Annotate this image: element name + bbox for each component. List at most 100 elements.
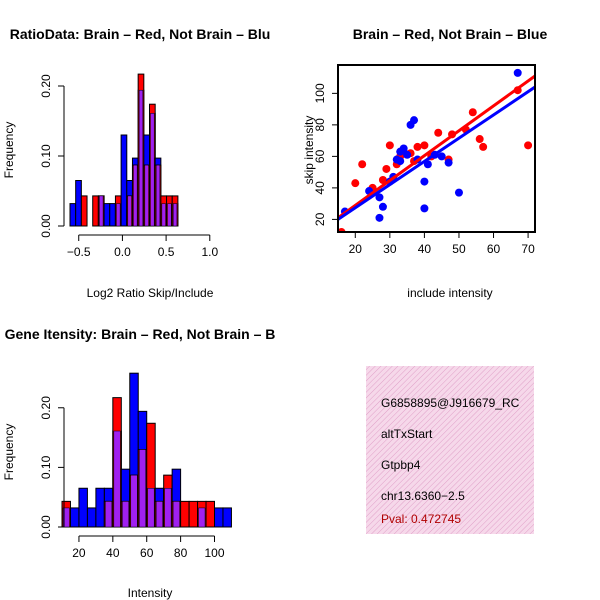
- ratio-hist-bar-brain: [80, 195, 88, 227]
- scatter-plot-xlabel: include intensity: [407, 286, 492, 300]
- scatter-point-brain: [378, 176, 387, 185]
- intensity-histogram-title: Gene Itensity: Brain – Red, Not Brain – …: [5, 326, 276, 342]
- ratio-histogram-axes: −0.5 0.0 0.5 1.0 0.00 0.10 0.20: [39, 74, 218, 259]
- ratio-hist-bar-notbrain: [103, 203, 111, 227]
- scatter-y-tick-label: 80: [313, 118, 327, 132]
- scatter-x-tick-label: 30: [383, 242, 397, 256]
- scatter-point-brain: [475, 135, 484, 144]
- scatter-y-tick-label: 40: [313, 181, 327, 195]
- scatter-point-notbrain: [513, 68, 522, 77]
- intensity-histogram-axes: 20 40 60 80 100 0.00 0.10 0.20: [39, 396, 225, 560]
- intensity-hist-x-tick-label: 100: [204, 546, 224, 560]
- intensity-histogram-ylabel: Frequency: [2, 424, 16, 481]
- scatter-point-brain: [479, 142, 488, 151]
- scatter-point-brain: [351, 179, 360, 188]
- intensity-histogram-bars: [61, 372, 232, 528]
- scatter-point-notbrain: [399, 144, 408, 153]
- scatter-point-notbrain: [454, 188, 463, 197]
- intensity-hist-x-tick-label: 40: [106, 546, 120, 560]
- scatter-point-notbrain: [423, 160, 432, 169]
- ratio-hist-x-tick-label: −0.5: [67, 245, 91, 259]
- scatter-plot-frame: [337, 64, 536, 233]
- intensity-hist-bar-brain: [188, 500, 199, 528]
- intensity-hist-bar-notbrain: [69, 507, 80, 528]
- scatter-plot-ylabel: skip intensity: [302, 116, 316, 185]
- intensity-hist-bar-notbrain: [214, 507, 224, 528]
- ratio-hist-bar-notbrain: [75, 180, 82, 227]
- ratio-hist-bar-overlap: [155, 164, 161, 227]
- intensity-hist-bar-brain: [180, 500, 190, 528]
- ratio-hist-bar-overlap: [116, 203, 121, 227]
- intensity-hist-bar-brain: [205, 500, 215, 528]
- intensity-hist-bar-overlap: [62, 507, 70, 528]
- scatter-y-tick-label: 100: [313, 83, 327, 103]
- scatter-point-notbrain: [420, 204, 429, 213]
- scatter-point-brain: [358, 160, 367, 169]
- ratio-hist-bar-overlap: [138, 89, 144, 227]
- scatter-point-notbrain: [375, 213, 384, 222]
- scatter-point-notbrain: [403, 150, 412, 159]
- intensity-hist-y-tick-label: 0.20: [39, 396, 53, 420]
- scatter-x-tick-label: 20: [349, 242, 363, 256]
- ratio-hist-bar-overlap: [161, 203, 166, 227]
- ratio-histogram-ylabel: Frequency: [2, 122, 16, 179]
- ratio-histogram: RatioData: Brain – Red, Not Brain – Blu …: [2, 26, 270, 300]
- info-location: chr13.6360−2.5: [381, 489, 465, 503]
- scatter-point-notbrain: [410, 116, 419, 125]
- info-pval: Pval: 0.472745: [381, 512, 461, 526]
- intensity-hist-bar-overlap: [139, 449, 146, 528]
- scatter-inner: [338, 68, 535, 232]
- scatter-point-notbrain: [396, 157, 405, 166]
- ratio-hist-bar-overlap: [150, 113, 155, 227]
- info-gene-name: Gtpbp4: [381, 458, 421, 472]
- scatter-x-tick-label: 50: [452, 242, 466, 256]
- ratio-hist-bar-notbrain: [109, 203, 116, 227]
- scatter-point-notbrain: [375, 193, 384, 202]
- ratio-histogram-bars: [69, 73, 179, 227]
- ratio-hist-bar-overlap: [133, 164, 138, 227]
- intensity-hist-bar-overlap: [198, 507, 206, 528]
- ratio-hist-y-tick-label: 0.00: [39, 214, 53, 238]
- scatter-plot-marks: [338, 68, 535, 232]
- intensity-hist-bar-notbrain: [222, 507, 232, 528]
- scatter-point-brain: [434, 128, 443, 137]
- intensity-hist-x-tick-label: 60: [140, 546, 154, 560]
- ratio-histogram-xlabel: Log2 Ratio Skip/Include: [87, 286, 214, 300]
- scatter-x-tick-label: 60: [487, 242, 501, 256]
- ratio-hist-x-tick-label: 1.0: [201, 245, 218, 259]
- intensity-histogram-xlabel: Intensity: [128, 586, 173, 600]
- intensity-hist-y-tick-label: 0.10: [39, 455, 53, 479]
- ratio-hist-y-tick-label: 0.10: [39, 144, 53, 168]
- intensity-hist-bar-overlap: [147, 488, 155, 528]
- scatter-plot-axes: 20 30 40 50 60 70 20 40 60 80 100: [313, 64, 536, 256]
- ratio-hist-x-tick-label: 0.5: [158, 245, 175, 259]
- scatter-x-tick-label: 40: [418, 242, 432, 256]
- ratio-histogram-title: RatioData: Brain – Red, Not Brain – Blu: [10, 26, 271, 42]
- scatter-point-brain: [468, 108, 477, 117]
- scatter-point-notbrain: [378, 202, 387, 211]
- info-panel: G6858895@J916679_RC altTxStart Gtpbp4 ch…: [366, 366, 534, 534]
- scatter-y-tick-label: 20: [313, 212, 327, 226]
- intensity-histogram: Gene Itensity: Brain – Red, Not Brain – …: [2, 326, 275, 600]
- intensity-hist-bar-overlap: [172, 501, 180, 528]
- scatter-point-notbrain: [444, 158, 453, 167]
- ratio-hist-bar-brain: [92, 195, 99, 227]
- intensity-hist-bar-overlap: [130, 474, 138, 528]
- scatter-point-brain: [385, 141, 394, 150]
- ratio-hist-y-tick-label: 0.20: [39, 74, 53, 98]
- scatter-point-notbrain: [437, 152, 446, 161]
- ratio-hist-bar-notbrain: [69, 203, 77, 227]
- intensity-hist-bar-overlap: [105, 501, 113, 528]
- info-event-id: G6858895@J916679_RC: [381, 396, 520, 410]
- ratio-hist-bar-overlap: [167, 203, 172, 227]
- scatter-point-brain: [420, 141, 429, 150]
- scatter-point-brain: [524, 141, 533, 150]
- intensity-hist-bar-notbrain: [95, 487, 105, 528]
- intensity-hist-x-tick-label: 80: [174, 546, 188, 560]
- intensity-hist-bar-notbrain: [78, 487, 88, 528]
- ratio-hist-bar-overlap: [172, 203, 178, 227]
- intensity-hist-bar-overlap: [155, 501, 163, 528]
- ratio-hist-bar-overlap: [127, 195, 132, 227]
- scatter-plot-title: Brain – Red, Not Brain – Blue: [353, 26, 548, 42]
